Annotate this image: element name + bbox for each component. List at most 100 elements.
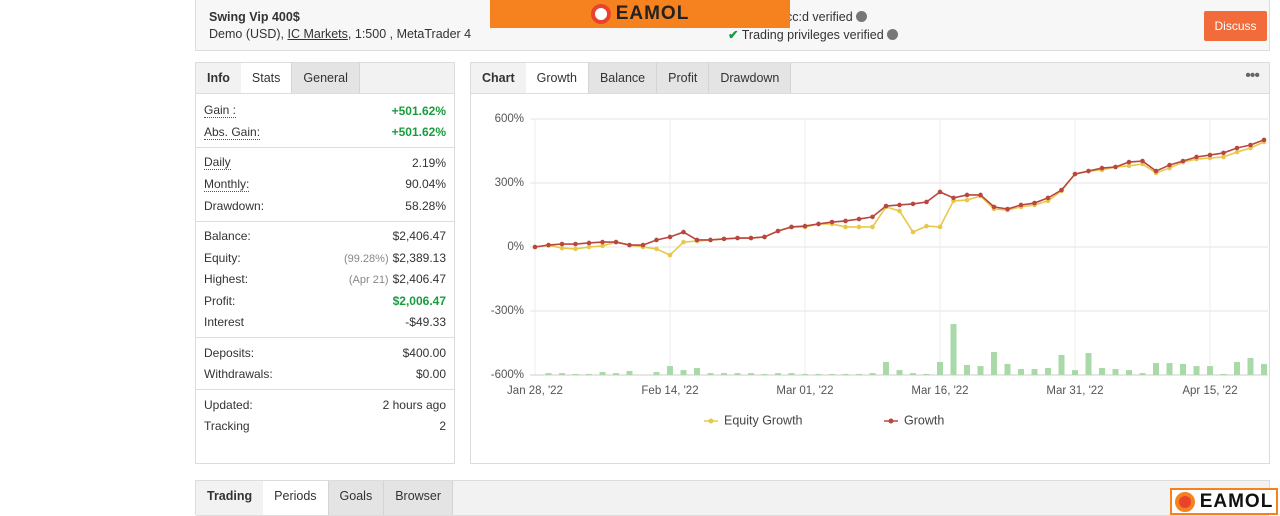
bar bbox=[1166, 363, 1173, 375]
bar bbox=[572, 373, 579, 375]
bar bbox=[1153, 363, 1159, 375]
bar bbox=[1247, 357, 1254, 375]
stats-label: Gain : bbox=[204, 103, 237, 119]
point bbox=[1167, 162, 1172, 168]
point bbox=[937, 224, 943, 230]
bar bbox=[707, 373, 714, 375]
point bbox=[1221, 154, 1226, 160]
tab[interactable]: Growth bbox=[525, 63, 589, 93]
stats-row: Daily 2.19% bbox=[196, 152, 454, 174]
bar bbox=[937, 361, 943, 375]
chart-tabs: Chart Growth Balance Profit Drawdown bbox=[471, 63, 1269, 94]
bar bbox=[788, 373, 795, 375]
bar bbox=[964, 364, 970, 375]
point bbox=[694, 237, 700, 243]
bar bbox=[896, 370, 903, 375]
point bbox=[640, 242, 646, 248]
stats-value: +501.62% bbox=[391, 103, 446, 118]
y-tick-label: -300% bbox=[491, 305, 524, 317]
menu-icon[interactable]: ••• bbox=[1245, 67, 1260, 84]
stats-value-wrap: $2,006.47 bbox=[393, 294, 446, 308]
bar bbox=[667, 366, 673, 375]
stats-value-wrap: 2.19% bbox=[412, 156, 446, 170]
stats-value: 2.19% bbox=[411, 155, 446, 170]
legend-label: Growth bbox=[904, 413, 944, 427]
bar bbox=[1261, 363, 1267, 375]
point bbox=[1248, 142, 1253, 148]
stats-label: Equity: bbox=[204, 250, 241, 265]
stats-list: Gain : +501.62% Abs. Gain: +501.62% Daily 2.1… bbox=[196, 96, 454, 441]
stats-value: 2 bbox=[439, 419, 446, 434]
bar bbox=[599, 372, 606, 375]
verified-privileges: ✔ Trading privileges verified bbox=[728, 27, 899, 42]
stats-group: Deposits: $400.00 Withdrawals: $0.00 bbox=[196, 338, 454, 390]
stats-row: Drawdown: 58.28% bbox=[196, 195, 454, 217]
point bbox=[897, 202, 902, 208]
point bbox=[870, 214, 875, 220]
bar bbox=[856, 373, 862, 375]
point bbox=[937, 189, 943, 195]
broker-link[interactable]: IC Markets bbox=[287, 27, 348, 41]
bar bbox=[923, 373, 930, 375]
stats-tabs: Info Stats General bbox=[196, 63, 454, 94]
bar bbox=[613, 373, 619, 375]
x-tick-label: Feb 14, '22 bbox=[641, 385, 698, 397]
logo-text: EAMOL bbox=[615, 3, 690, 24]
stats-row: Updated: 2 hours ago bbox=[196, 394, 454, 416]
stats-group: Balance: $2,406.47 Equity: (99.28%) $2,389.1… bbox=[196, 222, 454, 338]
tab[interactable]: Profit bbox=[657, 63, 710, 93]
tab[interactable]: Browser bbox=[384, 481, 454, 515]
tab: Chart bbox=[471, 63, 526, 93]
point bbox=[681, 229, 686, 235]
bar bbox=[1220, 373, 1227, 375]
point bbox=[978, 192, 983, 198]
info-icon[interactable] bbox=[856, 11, 868, 22]
discuss-button[interactable]: Discuss bbox=[1204, 11, 1267, 41]
stats-value-wrap: 58.28% bbox=[405, 199, 446, 213]
bar bbox=[775, 373, 781, 375]
tab: Trading bbox=[196, 481, 264, 515]
stats-value: +501.62% bbox=[391, 125, 446, 140]
stats-value: 90.04% bbox=[405, 177, 446, 192]
info-icon[interactable] bbox=[887, 29, 899, 40]
tab[interactable]: General bbox=[292, 63, 360, 93]
stats-label: Withdrawals: bbox=[204, 367, 273, 382]
stats-label: Tracking bbox=[204, 419, 250, 434]
check-icon: ✔ bbox=[728, 28, 739, 42]
logo-text: EAMOL bbox=[1199, 490, 1274, 512]
tab[interactable]: Goals bbox=[328, 481, 385, 515]
point bbox=[1126, 163, 1132, 169]
tab: Info bbox=[196, 63, 241, 93]
point bbox=[775, 228, 781, 234]
tab[interactable]: Drawdown bbox=[709, 63, 792, 93]
point bbox=[1113, 164, 1118, 170]
stats-value-wrap: (99.28%) $2,389.13 bbox=[344, 251, 446, 265]
logo-icon bbox=[1174, 491, 1195, 512]
tab[interactable]: Periods bbox=[263, 481, 329, 515]
stats-note: (99.28%) bbox=[343, 252, 389, 265]
point bbox=[762, 234, 767, 240]
bar bbox=[1112, 369, 1119, 375]
point bbox=[870, 224, 875, 230]
bar bbox=[977, 366, 984, 375]
stats-label: Profit: bbox=[204, 293, 236, 308]
stats-label: Interest bbox=[204, 315, 245, 330]
stats-value-wrap: $400.00 bbox=[403, 346, 446, 360]
bar bbox=[910, 373, 916, 375]
point bbox=[1126, 159, 1132, 165]
stats-value-wrap: 2 hours ago bbox=[383, 398, 446, 412]
stats-value: $2,389.13 bbox=[392, 250, 446, 265]
bar bbox=[1045, 367, 1051, 375]
stats-row: Withdrawals: $0.00 bbox=[196, 364, 454, 386]
legend-marker bbox=[888, 418, 894, 424]
stats-value-wrap: +501.62% bbox=[392, 125, 446, 139]
bar bbox=[586, 373, 592, 375]
tab[interactable]: Stats bbox=[240, 63, 293, 93]
stats-value: $400.00 bbox=[402, 345, 446, 360]
legend-label: Equity Growth bbox=[724, 413, 803, 427]
bar bbox=[1207, 366, 1213, 375]
bar bbox=[991, 351, 997, 375]
point bbox=[613, 239, 619, 245]
tab[interactable]: Balance bbox=[588, 63, 658, 93]
bar bbox=[1234, 361, 1240, 375]
